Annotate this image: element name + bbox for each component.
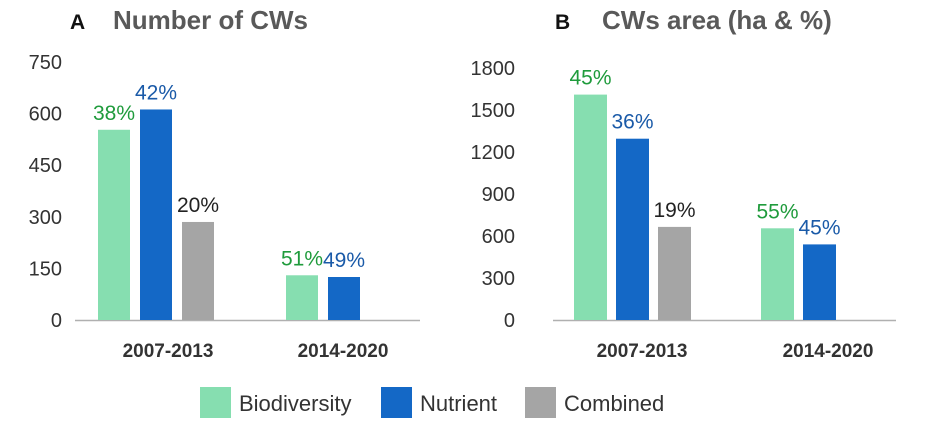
legend-label-combined: Combined (564, 391, 664, 416)
x-category-label: 2007-2013 (597, 341, 688, 362)
data-label-biodiversity: 45% (569, 67, 611, 90)
data-label-nutrient: 36% (611, 111, 653, 134)
y-tick-label: 1200 (471, 142, 516, 164)
bar-nutrient-2007-2013 (616, 138, 649, 320)
y-tick-label: 0 (51, 310, 62, 332)
chart-panel-a: A Number of CWs 0 150 300 450 600 750 38% 51% 42% 4… (29, 5, 420, 362)
data-label-combined: 19% (653, 199, 695, 222)
data-label-biodiversity: 55% (756, 200, 798, 223)
y-tick-label: 1800 (471, 58, 516, 80)
bar-combined-2007-2013 (658, 226, 691, 320)
legend-swatch-combined (525, 387, 556, 418)
legend-swatch-nutrient (381, 387, 412, 418)
y-tick-label: 900 (482, 184, 515, 206)
bar-nutrient-2014-2020 (328, 277, 360, 320)
chart-title: CWs area (ha & %) (602, 5, 832, 35)
chart-panel-b: B CWs area (ha & %) 0 300 600 900 1200 1500 1800… (471, 5, 896, 362)
y-tick-label: 150 (29, 258, 62, 280)
data-label-nutrient: 42% (135, 81, 177, 104)
y-tick-label: 300 (29, 207, 62, 229)
legend-label-nutrient: Nutrient (420, 391, 497, 416)
bar-biodiversity-2007-2013 (574, 94, 607, 320)
y-tick-label: 600 (29, 104, 62, 126)
bar-nutrient-2014-2020 (803, 244, 836, 320)
legend-swatch-biodiversity (200, 387, 231, 418)
data-label-nutrient: 49% (323, 249, 365, 272)
chart-title: Number of CWs (113, 5, 308, 35)
legend: Biodiversity Nutrient Combined (200, 387, 664, 418)
data-label-biodiversity: 51% (281, 247, 323, 270)
bar-biodiversity-2014-2020 (286, 275, 318, 320)
y-tick-label: 1500 (471, 100, 516, 122)
legend-label-biodiversity: Biodiversity (239, 391, 351, 416)
data-label-biodiversity: 38% (93, 102, 135, 125)
bar-biodiversity-2014-2020 (761, 228, 794, 320)
x-category-label: 2014-2020 (298, 341, 389, 362)
data-label-combined: 20% (177, 194, 219, 217)
panel-letter: A (70, 11, 85, 34)
bar-nutrient-2007-2013 (140, 109, 172, 320)
y-tick-label: 450 (29, 155, 62, 177)
x-category-label: 2007-2013 (123, 341, 214, 362)
x-category-label: 2014-2020 (783, 341, 874, 362)
y-tick-label: 600 (482, 226, 515, 248)
bar-combined-2007-2013 (182, 221, 214, 320)
y-tick-label: 0 (504, 310, 515, 332)
data-label-nutrient: 45% (798, 216, 840, 239)
y-tick-label: 300 (482, 268, 515, 290)
bar-biodiversity-2007-2013 (98, 129, 130, 320)
panel-letter: B (555, 11, 570, 34)
y-tick-label: 750 (29, 52, 62, 74)
